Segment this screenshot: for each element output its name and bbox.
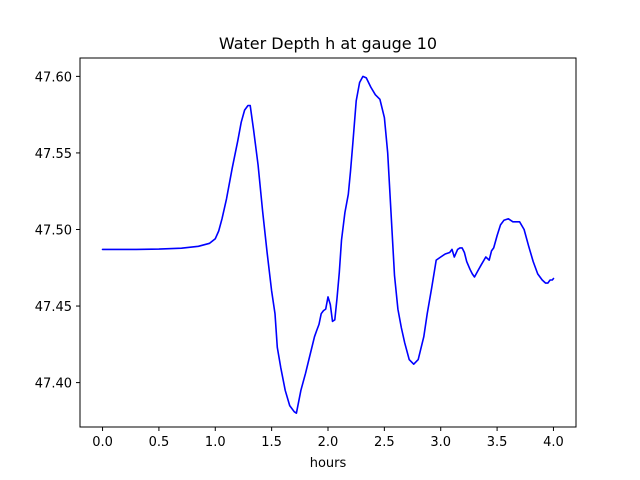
x-tick-label: 2.0: [318, 435, 339, 450]
x-tick-label: 3.0: [430, 435, 451, 450]
x-tick-label: 2.5: [374, 435, 395, 450]
y-tick-label: 47.55: [35, 147, 72, 162]
y-tick-label: 47.60: [35, 70, 72, 85]
y-tick-label: 47.50: [35, 223, 72, 238]
x-tick-label: 3.5: [487, 435, 508, 450]
plot-frame: [79, 57, 577, 428]
y-tick-label: 47.45: [35, 300, 72, 315]
x-tick-label: 1.5: [261, 435, 282, 450]
x-tick-label: 0.0: [92, 435, 113, 450]
y-tick-label: 47.40: [35, 377, 72, 392]
chart-title: Water Depth h at gauge 10: [219, 34, 437, 53]
x-axis-label: hours: [310, 456, 347, 471]
x-tick-label: 0.5: [149, 435, 170, 450]
x-tick-label: 1.0: [205, 435, 226, 450]
plot-area: 0.0 0.5 1.0 1.5 2.0 2.5 3.0 3.5 4.0 47.40 47.45 47.…: [35, 57, 577, 450]
series-line: [101, 75, 555, 414]
x-tick-label: 4.0: [543, 435, 564, 450]
